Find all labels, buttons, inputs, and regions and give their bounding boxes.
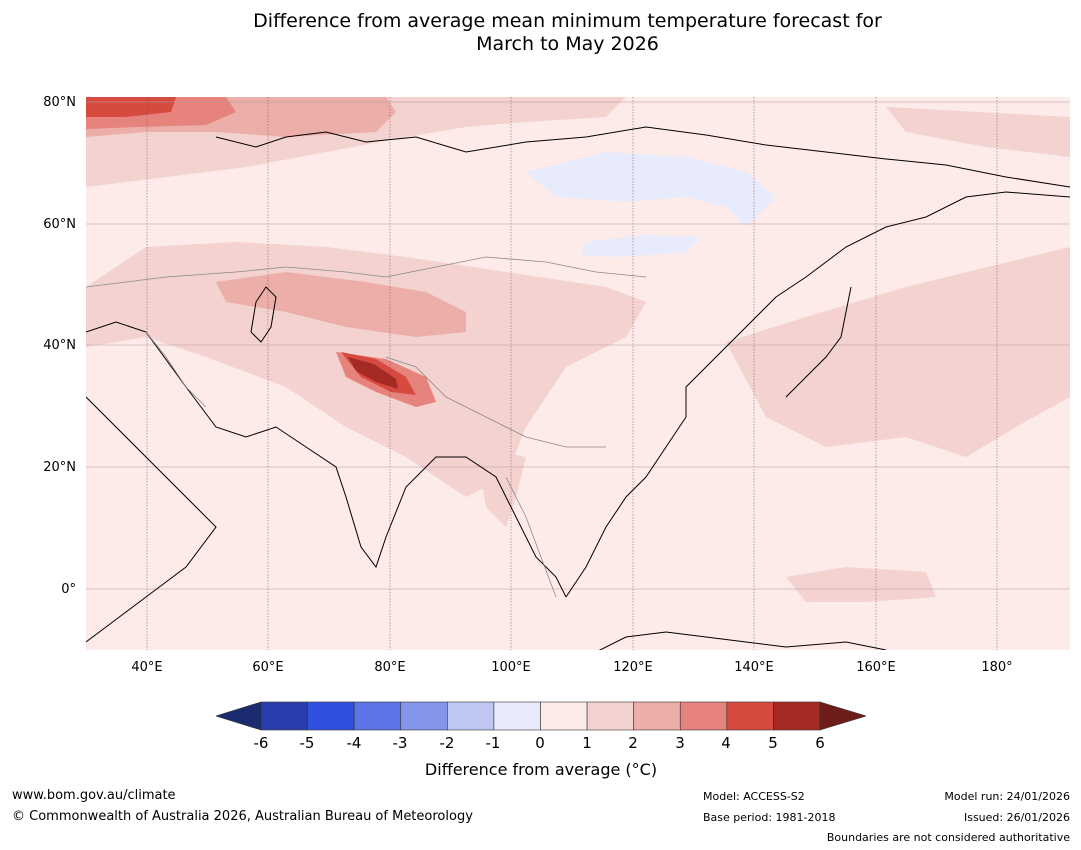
footer-issued: Issued: 26/01/2026 [963, 811, 1070, 824]
lon-label-60e: 60°E [252, 660, 284, 675]
border-china-mongolia [385, 256, 647, 278]
colorbar-bin-9 [679, 701, 728, 731]
colorbar-tick-1: 1 [582, 734, 592, 752]
anomaly-zone-siberia-neg [526, 152, 776, 227]
colorbar-tick-4: 4 [721, 734, 731, 752]
footer-disclaimer: Boundaries are not considered authoritat… [826, 831, 1070, 844]
colorbar-svg [214, 701, 868, 731]
coastline-africa [86, 396, 217, 643]
footer-copyright: © Commonwealth of Australia 2026, Austra… [12, 809, 473, 824]
border-middle-east [145, 331, 207, 408]
lon-label-80e: 80°E [374, 660, 406, 675]
colorbar-bin-7 [586, 701, 634, 731]
colorbar-tick-minus-4: -4 [346, 734, 362, 752]
anomaly-map [86, 97, 1070, 650]
colorbar-tick-2: 2 [628, 734, 638, 752]
lon-label-100e: 100°E [491, 660, 531, 675]
coastline-caspian [250, 286, 277, 343]
latitude-lines [86, 101, 1070, 590]
coastline-arctic [215, 126, 1070, 188]
colorbar-above-max [819, 701, 868, 731]
anomaly-zone-pacific-1-2 [726, 247, 1070, 457]
coastline-japan [785, 286, 852, 398]
colorbar-tick-minus-2: -2 [439, 734, 455, 752]
lat-label-0: 0° [61, 582, 76, 597]
graticule [146, 97, 998, 650]
footer-base-period: Base period: 1981-2018 [703, 811, 836, 824]
lon-label-40e: 40°E [131, 660, 163, 675]
colorbar-below-min [214, 701, 262, 731]
colorbar-bin-1 [307, 701, 355, 731]
country-borders [86, 256, 647, 598]
anomaly-zone-central-asia-2-3 [216, 272, 466, 337]
colorbar-title: Difference from average (°C) [424, 760, 658, 779]
coastline-maritime-se-asia [598, 631, 887, 650]
colorbar-tick-minus-3: -3 [392, 734, 408, 752]
colorbar-tick-5: 5 [768, 734, 778, 752]
coastline-arabia-india [86, 321, 567, 598]
map-canvas [86, 97, 1070, 650]
border-southeast-asia [505, 476, 557, 598]
colorbar-bin-2 [353, 701, 402, 731]
colorbar-tick-3: 3 [675, 734, 685, 752]
colorbar-bin-5 [493, 701, 541, 731]
lat-label-80n: 80°N [43, 95, 76, 110]
border-china-south [385, 356, 606, 448]
colorbar-tick-minus-1: -1 [485, 734, 501, 752]
colorbar-bin-6 [540, 701, 588, 731]
lat-label-60n: 60°N [43, 217, 76, 232]
footer-website-link[interactable]: www.bom.gov.au/climate [12, 788, 176, 803]
colorbar-bin-4 [447, 701, 495, 731]
lat-label-20n: 20°N [43, 460, 76, 475]
anomaly-zone-arctic-ne [886, 107, 1070, 157]
map-title-line-2: March to May 2026 [476, 33, 659, 55]
lon-label-160e: 160°E [856, 660, 896, 675]
footer-model: Model: ACCESS-S2 [703, 790, 805, 803]
colorbar-bin-0 [260, 701, 308, 731]
colorbar-bin-10 [726, 701, 774, 731]
colorbar-bin-3 [400, 701, 448, 731]
map-title-line-1: Difference from average mean minimum tem… [253, 10, 882, 32]
coastline-east-asia [565, 191, 1070, 598]
anomaly-zone-equatorial-1-2 [786, 567, 936, 602]
lat-label-40n: 40°N [43, 338, 76, 353]
lon-label-140e: 140°E [734, 660, 774, 675]
colorbar-bin-8 [633, 701, 681, 731]
colorbar-tick-minus-6: -6 [253, 734, 269, 752]
map-title: Difference from average mean minimum tem… [0, 10, 1081, 56]
colorbar-tick-6: 6 [815, 734, 825, 752]
footer-model-run: Model run: 24/01/2026 [944, 790, 1070, 803]
lon-label-120e: 120°E [613, 660, 653, 675]
colorbar-bin-11 [773, 701, 821, 731]
colorbar [214, 700, 868, 732]
colorbar-tick-minus-5: -5 [299, 734, 315, 752]
border-central-asia [86, 266, 387, 288]
lon-label-180: 180° [981, 660, 1013, 675]
coastlines [86, 126, 1070, 650]
anomaly-zone-siberia-neg-2 [581, 235, 701, 257]
anomaly-zone-tibet-5-6 [348, 357, 398, 389]
colorbar-tick-0: 0 [535, 734, 545, 752]
